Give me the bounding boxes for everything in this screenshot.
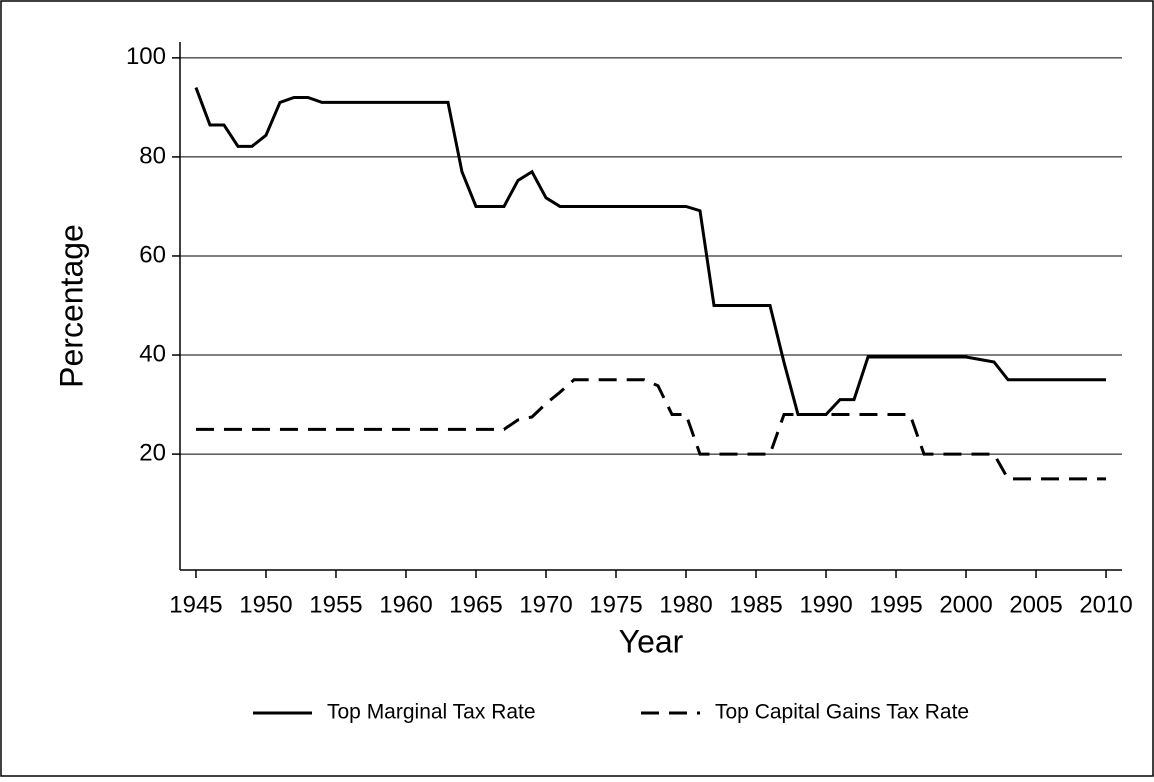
x-tick-label: 1975 (589, 591, 642, 618)
y-tick-label: 20 (139, 439, 166, 466)
x-tick-label: 1965 (449, 591, 502, 618)
x-tick-label: 1955 (309, 591, 362, 618)
x-tick-label: 1950 (239, 591, 292, 618)
x-tick-label: 2005 (1009, 591, 1062, 618)
y-tick-label: 40 (139, 340, 166, 367)
x-tick-label: 1990 (799, 591, 852, 618)
legend-label: Top Marginal Tax Rate (327, 701, 536, 724)
y-tick-label: 80 (139, 142, 166, 169)
line-series (195, 378, 1107, 481)
line-series (194, 87, 1107, 416)
x-tick-label: 2000 (939, 591, 992, 618)
y-tick-label: 100 (126, 43, 166, 70)
x-tick-label: 1970 (519, 591, 572, 618)
x-tick-label: 1945 (169, 591, 222, 618)
x-tick-label: 2010 (1079, 591, 1132, 618)
legend-label: Top Capital Gains Tax Rate (715, 701, 969, 724)
x-tick-label: 1980 (659, 591, 712, 618)
y-tick-label: 60 (139, 241, 166, 268)
y-axis-title: Percentage (53, 224, 89, 388)
x-tick-label: 1995 (869, 591, 922, 618)
x-axis-title: Year (619, 623, 684, 659)
x-tick-label: 1985 (729, 591, 782, 618)
x-tick-label: 1960 (379, 591, 432, 618)
